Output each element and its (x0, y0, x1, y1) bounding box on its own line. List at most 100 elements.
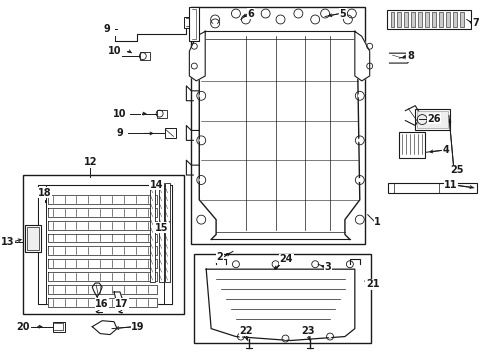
Text: 10: 10 (108, 46, 122, 56)
Circle shape (357, 178, 361, 182)
Bar (149, 183, 154, 282)
Bar (390, 12, 394, 27)
Circle shape (213, 22, 217, 26)
Circle shape (347, 263, 351, 266)
Text: 3: 3 (324, 262, 331, 272)
Text: 16: 16 (95, 299, 109, 309)
Polygon shape (47, 272, 156, 281)
Text: 19: 19 (131, 321, 144, 332)
Text: 26: 26 (427, 113, 440, 123)
Text: 8: 8 (406, 51, 413, 61)
Polygon shape (47, 221, 156, 230)
Bar (140, 52, 149, 60)
Text: 20: 20 (16, 321, 30, 332)
Bar (164, 129, 176, 138)
Polygon shape (206, 269, 354, 341)
Bar (416, 111, 447, 129)
Circle shape (349, 12, 353, 15)
Circle shape (313, 263, 316, 266)
Bar (38, 185, 171, 304)
Bar (404, 12, 407, 27)
Polygon shape (114, 292, 123, 304)
Circle shape (357, 138, 361, 142)
Circle shape (244, 18, 247, 22)
Text: 12: 12 (83, 157, 97, 167)
Polygon shape (47, 246, 156, 255)
Bar (164, 183, 169, 282)
Bar (27, 226, 39, 250)
Bar (397, 12, 401, 27)
Text: 11: 11 (443, 180, 457, 190)
Bar (156, 110, 166, 118)
Bar (191, 6, 364, 244)
Bar (53, 322, 64, 332)
Bar (189, 6, 199, 41)
Text: 24: 24 (279, 254, 293, 264)
Bar (163, 185, 171, 304)
Text: 17: 17 (115, 299, 128, 309)
Circle shape (278, 18, 282, 22)
Circle shape (284, 337, 286, 340)
Circle shape (313, 18, 317, 22)
Bar (410, 12, 414, 27)
Bar (158, 183, 163, 282)
Bar (452, 12, 456, 27)
Circle shape (199, 218, 203, 222)
Polygon shape (92, 321, 117, 334)
Polygon shape (47, 234, 156, 242)
Polygon shape (354, 31, 369, 81)
Text: 7: 7 (471, 18, 478, 28)
Circle shape (199, 178, 203, 182)
Polygon shape (47, 195, 156, 204)
Text: 1: 1 (373, 217, 380, 226)
Text: 21: 21 (365, 279, 379, 289)
Bar (399, 132, 424, 158)
Bar (38, 185, 45, 304)
Circle shape (213, 18, 217, 22)
Text: 13: 13 (1, 238, 15, 247)
Bar (438, 12, 442, 27)
Bar (386, 183, 476, 193)
Bar (194, 254, 370, 343)
Bar (417, 12, 421, 27)
Bar (459, 12, 463, 27)
Polygon shape (189, 31, 205, 81)
Bar (25, 225, 41, 252)
Circle shape (345, 18, 349, 22)
Text: 23: 23 (301, 325, 314, 336)
Circle shape (263, 12, 267, 15)
Circle shape (234, 263, 237, 266)
Circle shape (357, 218, 361, 222)
Circle shape (233, 12, 238, 15)
Polygon shape (47, 285, 156, 294)
Text: 22: 22 (239, 325, 252, 336)
Text: 25: 25 (449, 165, 463, 175)
Text: 9: 9 (103, 24, 110, 35)
Bar (445, 12, 449, 27)
Bar (386, 10, 470, 30)
Text: 18: 18 (38, 188, 51, 198)
Polygon shape (47, 298, 156, 307)
Bar (414, 109, 449, 130)
Circle shape (323, 12, 326, 15)
Circle shape (199, 138, 203, 142)
Polygon shape (47, 259, 156, 268)
Circle shape (273, 263, 277, 266)
Bar (23, 175, 184, 314)
Text: 9: 9 (116, 129, 123, 139)
Circle shape (328, 335, 331, 338)
Text: 4: 4 (442, 145, 448, 155)
Text: 10: 10 (113, 109, 126, 118)
Polygon shape (47, 208, 156, 217)
Text: 2: 2 (216, 252, 223, 262)
Circle shape (357, 94, 361, 98)
Text: 15: 15 (155, 222, 168, 233)
Bar (424, 12, 428, 27)
Text: 6: 6 (247, 9, 254, 18)
Text: 5: 5 (339, 9, 346, 18)
Circle shape (239, 335, 242, 338)
Bar (431, 12, 435, 27)
Text: 14: 14 (150, 180, 163, 190)
Bar (184, 17, 192, 28)
Circle shape (296, 12, 300, 15)
